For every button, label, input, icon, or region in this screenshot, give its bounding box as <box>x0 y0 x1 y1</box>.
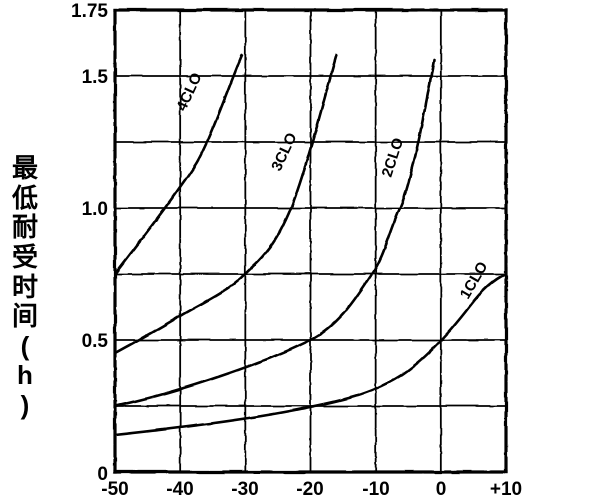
svg-text:0: 0 <box>436 479 447 500</box>
svg-text:3CLO: 3CLO <box>268 130 300 174</box>
svg-text:+10: +10 <box>490 479 522 500</box>
svg-text:-40: -40 <box>166 479 193 500</box>
svg-text:-20: -20 <box>296 479 323 500</box>
svg-text:-30: -30 <box>231 479 258 500</box>
svg-text:1CLO: 1CLO <box>457 259 492 302</box>
svg-text:0.5: 0.5 <box>82 331 109 352</box>
svg-text:-50: -50 <box>101 479 128 500</box>
svg-text:1.75: 1.75 <box>71 1 108 22</box>
svg-text:1.5: 1.5 <box>82 67 109 88</box>
svg-text:-10: -10 <box>362 479 389 500</box>
svg-text:1.0: 1.0 <box>82 199 108 220</box>
